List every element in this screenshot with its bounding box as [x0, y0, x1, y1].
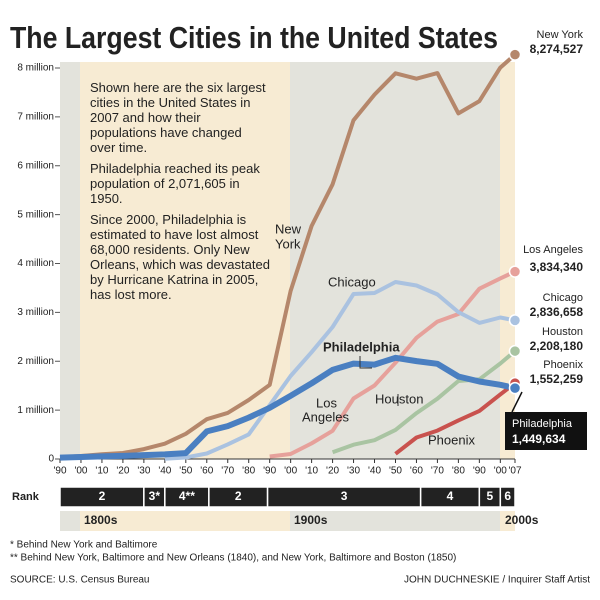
annotation: Philadelphia: [323, 339, 400, 354]
x-tick-label: '90: [263, 466, 276, 477]
x-tick-label: '10: [305, 466, 318, 477]
note-paragraph: Since 2000, Philadelphia is estimated to…: [90, 212, 270, 302]
annotation: Chicago: [328, 274, 376, 289]
annotation: York: [275, 236, 301, 251]
x-tick-label: '40: [158, 466, 171, 477]
y-tick-label: 6 million: [17, 160, 54, 171]
legend-label: New York: [537, 29, 584, 41]
x-tick-label: '00: [74, 466, 87, 477]
rank-label: 4: [447, 489, 454, 503]
x-tick-label: '40: [368, 466, 381, 477]
end-point: [508, 381, 522, 395]
rank-label: 5: [486, 489, 493, 503]
value-label: 1,449,634: [512, 432, 566, 446]
credit: JOHN DUCHNESKIE / Inquirer Staff Artist: [404, 575, 590, 586]
value-label: 2,208,180: [530, 339, 584, 353]
note-paragraph: Philadelphia reached its peak population…: [90, 161, 260, 206]
y-tick-label: 0: [48, 454, 54, 465]
x-tick-label: '80: [242, 466, 255, 477]
label-box: [505, 412, 587, 450]
century-label: 1900s: [294, 513, 328, 527]
x-tick-label: '80: [452, 466, 465, 477]
end-point: [508, 48, 522, 61]
rank-label: 2: [235, 489, 242, 503]
annotation: Los: [316, 395, 337, 410]
series-line: [59, 354, 516, 461]
x-tick-label: '60: [200, 466, 213, 477]
x-tick-label: '50: [179, 466, 192, 477]
x-tick-label: '30: [347, 466, 360, 477]
rank-label: 6: [504, 489, 511, 503]
footnote: * Behind New York and Baltimore: [10, 540, 158, 551]
y-tick-label: 7 million: [17, 112, 54, 123]
x-tick-label: '70: [431, 466, 444, 477]
x-tick-label: '07: [508, 466, 521, 477]
leader: [359, 356, 372, 369]
x-tick-label: '20: [116, 466, 129, 477]
chart-title: The Largest Cities in the United States: [10, 20, 498, 55]
legend-label: Houston: [542, 326, 583, 338]
legend-label: Chicago: [543, 292, 583, 304]
footnote: ** Behind New York, Baltimore and New Or…: [10, 553, 456, 564]
leader: [511, 391, 523, 413]
series-line: [164, 280, 516, 461]
x-tick-label: '00: [494, 466, 507, 477]
century-label: 2000s: [505, 513, 539, 527]
x-tick-label: '00: [284, 466, 297, 477]
y-tick-label: 1 million: [17, 405, 54, 416]
y-tick-label: 5 million: [17, 209, 54, 220]
band: [80, 62, 290, 459]
century-band: [60, 511, 80, 531]
value-label: 8,274,527: [530, 42, 584, 56]
note-paragraph: Shown here are the six largest cities in…: [90, 80, 266, 155]
series-line: [59, 53, 517, 460]
x-tick-label: '50: [389, 466, 402, 477]
band: [500, 62, 515, 459]
series-line: [331, 349, 517, 455]
century-band: [500, 511, 515, 531]
series-line: [269, 269, 516, 459]
y-tick-label: 3 million: [17, 307, 54, 318]
x-tick-label: '20: [326, 466, 339, 477]
y-tick-label: 8 million: [17, 63, 54, 74]
rank-label: 2: [99, 489, 106, 503]
century-band: [290, 511, 500, 531]
end-point: [508, 265, 522, 278]
end-point: [508, 314, 522, 327]
annotation: Angeles: [302, 409, 349, 424]
annotation: New: [275, 221, 302, 236]
y-tick-label: 4 million: [17, 258, 54, 269]
band: [290, 62, 500, 459]
x-tick-label: '30: [137, 466, 150, 477]
rank-title: Rank: [12, 491, 40, 503]
source: SOURCE: U.S. Census Bureau: [10, 575, 150, 586]
annotation: Houston: [375, 391, 423, 406]
legend-label: Phoenix: [543, 359, 583, 371]
annotation: Phoenix: [428, 432, 475, 447]
series-line: [394, 381, 517, 456]
legend-label: Los Angeles: [523, 244, 583, 256]
note: Shown here are the six largest cities in…: [90, 80, 270, 308]
rank-label: 3*: [149, 489, 161, 503]
x-tick-label: '90: [473, 466, 486, 477]
band: [60, 62, 80, 459]
legend-label: Philadelphia: [512, 418, 573, 430]
century-band: [80, 511, 290, 531]
x-tick-label: '10: [95, 466, 108, 477]
rank-segment: [499, 486, 516, 508]
x-tick-label: '90: [53, 466, 66, 477]
value-label: 2,836,658: [530, 305, 584, 319]
x-tick-label: '70: [221, 466, 234, 477]
rank-label: 4**: [179, 489, 195, 503]
value-label: 1,552,259: [530, 372, 584, 386]
century-label: 1800s: [84, 513, 118, 527]
x-tick-label: '60: [410, 466, 423, 477]
y-tick-label: 2 million: [17, 356, 54, 367]
rank-label: 3: [341, 489, 348, 503]
end-point: [508, 344, 522, 358]
value-label: 3,834,340: [530, 260, 584, 274]
